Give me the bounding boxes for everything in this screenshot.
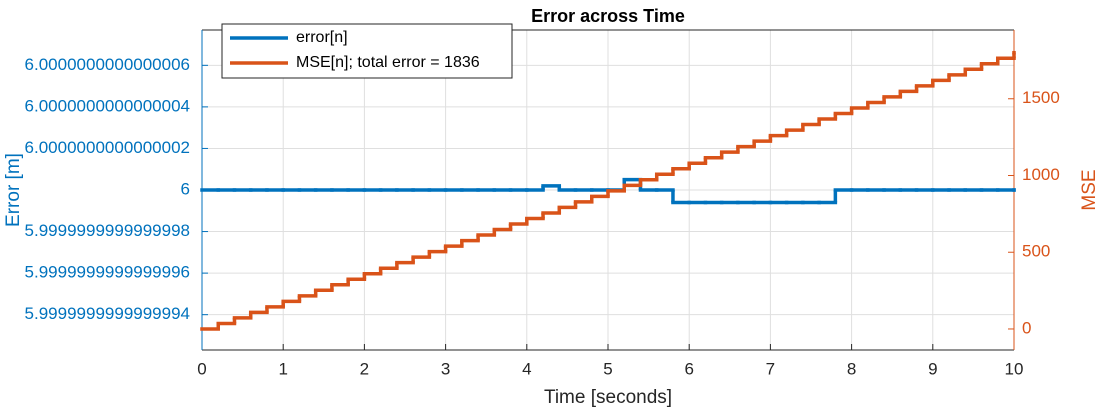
y-tick-label: 6.0000000000000006 — [25, 55, 190, 74]
legend-label: error[n] — [296, 29, 348, 46]
x-axis-label: Time [seconds] — [544, 387, 672, 408]
x-tick-label: 9 — [928, 359, 937, 378]
x-tick-label: 7 — [766, 359, 775, 378]
x-tick-label: 8 — [847, 359, 856, 378]
x-tick-label: 5 — [603, 359, 612, 378]
y2-axis-label: MSE — [1079, 169, 1100, 210]
y-axis-label: Error [m] — [3, 153, 24, 227]
y-tick-label: 5.9999999999999996 — [25, 263, 190, 282]
y2-tick-label: 500 — [1022, 242, 1050, 261]
x-tick-label: 2 — [360, 359, 369, 378]
x-tick-label: 6 — [684, 359, 693, 378]
x-tick-label: 4 — [522, 359, 531, 378]
y-tick-label: 6.0000000000000004 — [25, 96, 190, 115]
chart-title: Error across Time — [531, 6, 685, 26]
y2-tick-label: 1000 — [1022, 165, 1060, 184]
x-tick-label: 3 — [441, 359, 450, 378]
x-tick-label: 1 — [278, 359, 287, 378]
y2-tick-label: 1500 — [1022, 88, 1060, 107]
x-tick-label: 10 — [1005, 359, 1024, 378]
y-tick-label: 5.9999999999999994 — [25, 304, 190, 323]
legend-label: MSE[n]; total error = 1836 — [296, 54, 480, 71]
x-tick-label: 0 — [197, 359, 206, 378]
y-tick-label: 6 — [181, 179, 190, 198]
y-tick-label: 6.0000000000000002 — [25, 138, 190, 157]
legend-box — [221, 23, 513, 79]
y-tick-label: 5.9999999999999998 — [25, 221, 190, 240]
y2-tick-label: 0 — [1022, 318, 1031, 337]
